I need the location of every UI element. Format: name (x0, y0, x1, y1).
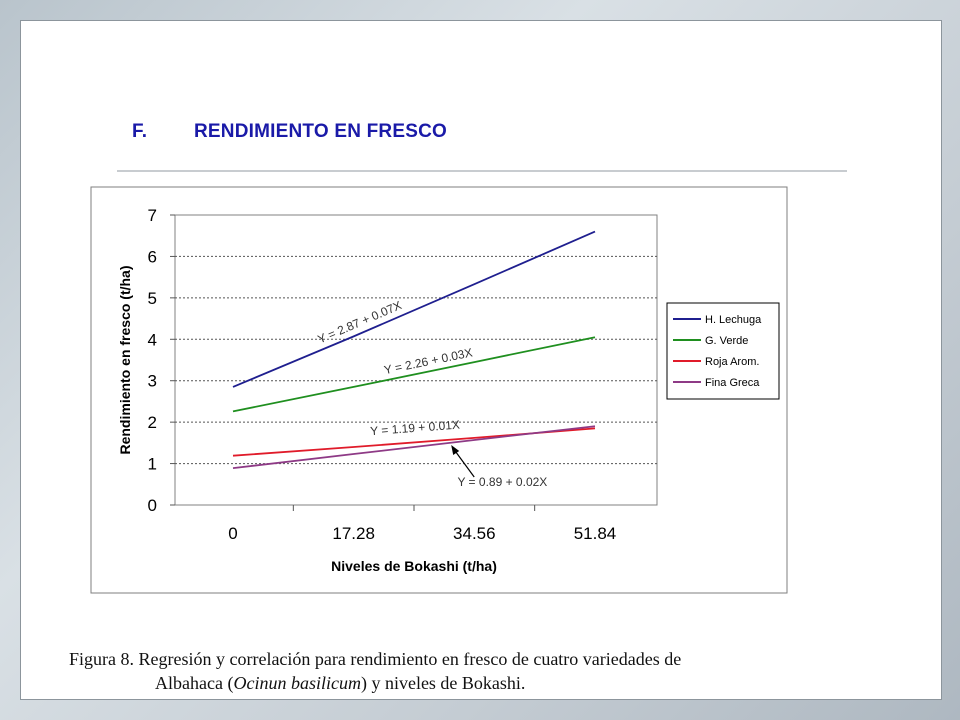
y-tick-label: 1 (148, 455, 157, 474)
series-line (232, 336, 596, 413)
legend-label: H. Lechuga (705, 314, 762, 326)
x-tick-label: 51.84 (574, 524, 617, 543)
regression-chart: 0 1 2 3 4 5 6 7 0 17.28 34.56 51.84 Niveles de Bokas… (90, 186, 788, 594)
legend-label: Roja Arom. (705, 356, 759, 368)
y-tick-label: 7 (148, 206, 157, 225)
figure-panel: 0 1 2 3 4 5 6 7 0 17.28 34.56 51.84 Niveles de Bokas… (73, 185, 789, 693)
y-tick-label: 5 (148, 289, 157, 308)
y-tick-label: 4 (148, 330, 157, 349)
series-line (232, 230, 596, 388)
y-tick-label: 6 (148, 247, 157, 266)
x-axis-title: Niveles de Bokashi (t/ha) (331, 558, 497, 574)
caption-line-2-pre: Albahaca ( (155, 673, 234, 693)
plot-area (174, 214, 658, 506)
caption-species: Ocinun basilicum (233, 673, 361, 693)
y-tick-label: 2 (148, 413, 157, 432)
x-tick-label: 17.28 (332, 524, 375, 543)
title-letter: F. (132, 121, 148, 142)
y-tick-label: 3 (148, 372, 157, 391)
equation-label: Y = 1.19 + 0.01X (370, 418, 461, 439)
title-divider (117, 170, 847, 172)
y-axis-title: Rendimiento en fresco (t/ha) (117, 265, 133, 454)
caption-line-2-post: ) y niveles de Bokashi. (360, 673, 526, 693)
legend-label: Fina Greca (705, 377, 760, 389)
legend-label: G. Verde (705, 335, 748, 347)
page-title: F. RENDIMIENTO EN FRESCO (132, 121, 447, 143)
series-line (232, 425, 596, 470)
y-tick-label: 0 (148, 496, 157, 515)
x-tick-label: 34.56 (453, 524, 496, 543)
caption-line-1: Figura 8. Regresión y correlación para r… (69, 649, 682, 669)
caption-line-2: Albahaca (Ocinun basilicum) y niveles de… (69, 671, 681, 695)
arrow-head (451, 445, 460, 456)
x-tick-label: 0 (228, 524, 237, 543)
figure-caption: Figura 8. Regresión y correlación para r… (69, 647, 681, 695)
equation-label: Y = 0.89 + 0.02X (457, 475, 547, 489)
title-text: RENDIMIENTO EN FRESCO (194, 121, 447, 142)
slide: F. RENDIMIENTO EN FRESCO 0 1 2 3 4 5 6 7 0 17.28 34… (20, 20, 942, 700)
